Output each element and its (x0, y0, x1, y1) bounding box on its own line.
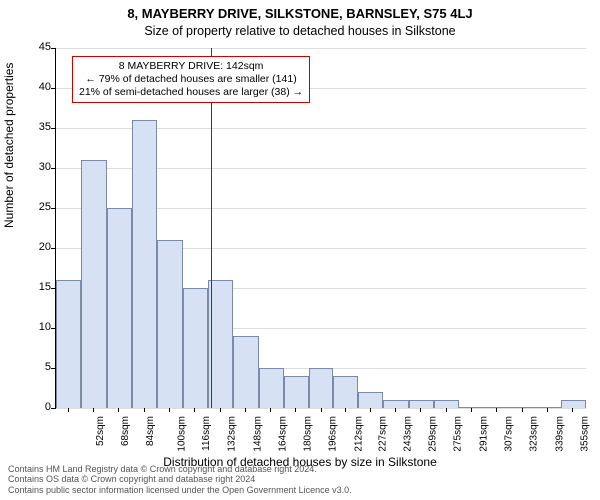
histogram-bar (284, 376, 309, 408)
histogram-bar (485, 407, 510, 408)
annotation-box: 8 MAYBERRY DRIVE: 142sqm ← 79% of detach… (72, 56, 310, 103)
chart-title-subtitle: Size of property relative to detached ho… (0, 24, 600, 38)
x-tick-mark (118, 408, 119, 412)
y-tick-mark (51, 328, 55, 329)
x-tick-mark (220, 408, 221, 412)
x-tick-label: 164sqm (277, 416, 288, 452)
x-tick-label: 132sqm (227, 416, 238, 452)
x-tick-mark (144, 408, 145, 412)
x-tick-mark (93, 408, 94, 412)
y-tick-label: 40 (1, 81, 51, 93)
x-tick-label: 339sqm (554, 416, 565, 452)
histogram-bar (56, 280, 81, 408)
x-tick-label: 180sqm (303, 416, 314, 452)
x-tick-label: 259sqm (428, 416, 439, 452)
y-tick-label: 45 (1, 41, 51, 53)
histogram-bar (383, 400, 408, 408)
x-tick-mark (471, 408, 472, 412)
chart-title-address: 8, MAYBERRY DRIVE, SILKSTONE, BARNSLEY, … (0, 6, 600, 21)
histogram-bar (535, 407, 560, 408)
x-tick-label: 100sqm (176, 416, 187, 452)
x-tick-label: 291sqm (478, 416, 489, 452)
x-tick-label: 196sqm (328, 416, 339, 452)
histogram-bar (510, 407, 535, 408)
y-tick-label: 25 (1, 201, 51, 213)
y-tick-mark (51, 128, 55, 129)
y-tick-mark (51, 248, 55, 249)
x-tick-mark (446, 408, 447, 412)
histogram-bar (81, 160, 106, 408)
histogram-bar (409, 400, 434, 408)
y-tick-mark (51, 408, 55, 409)
annotation-line2: ← 79% of detached houses are smaller (14… (79, 73, 303, 86)
x-tick-mark (194, 408, 195, 412)
x-tick-mark (270, 408, 271, 412)
y-tick-label: 30 (1, 161, 51, 173)
x-tick-mark (547, 408, 548, 412)
y-tick-label: 0 (1, 401, 51, 413)
histogram-bar (183, 288, 208, 408)
x-tick-label: 323sqm (529, 416, 540, 452)
chart-container: 8, MAYBERRY DRIVE, SILKSTONE, BARNSLEY, … (0, 0, 600, 500)
x-tick-mark (169, 408, 170, 412)
x-tick-mark (522, 408, 523, 412)
x-tick-label: 116sqm (201, 416, 212, 451)
x-tick-label: 68sqm (120, 416, 131, 446)
x-tick-mark (245, 408, 246, 412)
histogram-bar (309, 368, 333, 408)
footer-line2: Contains OS data © Crown copyright and d… (8, 474, 352, 485)
x-tick-mark (572, 408, 573, 412)
histogram-bar (233, 336, 258, 408)
x-tick-label: 227sqm (377, 416, 388, 452)
y-tick-label: 35 (1, 121, 51, 133)
x-tick-label: 84sqm (145, 416, 156, 446)
footer-line3: Contains public sector information licen… (8, 485, 352, 496)
y-tick-mark (51, 208, 55, 209)
x-tick-label: 148sqm (252, 416, 263, 452)
histogram-bar (459, 407, 484, 408)
y-tick-mark (51, 48, 55, 49)
gridline (56, 48, 586, 49)
x-tick-mark (68, 408, 69, 412)
x-tick-mark (370, 408, 371, 412)
histogram-bar (434, 400, 459, 408)
histogram-bar (333, 376, 358, 408)
y-tick-mark (51, 88, 55, 89)
x-tick-mark (395, 408, 396, 412)
footer-line1: Contains HM Land Registry data © Crown c… (8, 464, 352, 475)
x-tick-label: 212sqm (353, 416, 364, 452)
annotation-line1: 8 MAYBERRY DRIVE: 142sqm (79, 60, 303, 73)
histogram-bar (157, 240, 182, 408)
x-tick-mark (496, 408, 497, 412)
y-tick-label: 15 (1, 281, 51, 293)
y-tick-mark (51, 168, 55, 169)
x-tick-mark (420, 408, 421, 412)
x-tick-mark (345, 408, 346, 412)
x-tick-label: 275sqm (453, 416, 464, 452)
x-tick-mark (295, 408, 296, 412)
y-tick-label: 20 (1, 241, 51, 253)
y-tick-label: 10 (1, 321, 51, 333)
histogram-bar (132, 120, 157, 408)
annotation-line3: 21% of semi-detached houses are larger (… (79, 86, 303, 99)
x-tick-label: 355sqm (580, 416, 591, 452)
histogram-bar (358, 392, 383, 408)
histogram-bar (561, 400, 586, 408)
x-tick-mark (321, 408, 322, 412)
histogram-bar (107, 208, 132, 408)
y-tick-mark (51, 368, 55, 369)
x-tick-label: 52sqm (95, 416, 106, 446)
y-tick-mark (51, 288, 55, 289)
x-tick-label: 307sqm (504, 416, 515, 452)
histogram-bar (259, 368, 284, 408)
footer-attribution: Contains HM Land Registry data © Crown c… (8, 464, 352, 496)
y-tick-label: 5 (1, 361, 51, 373)
x-tick-label: 243sqm (402, 416, 413, 452)
